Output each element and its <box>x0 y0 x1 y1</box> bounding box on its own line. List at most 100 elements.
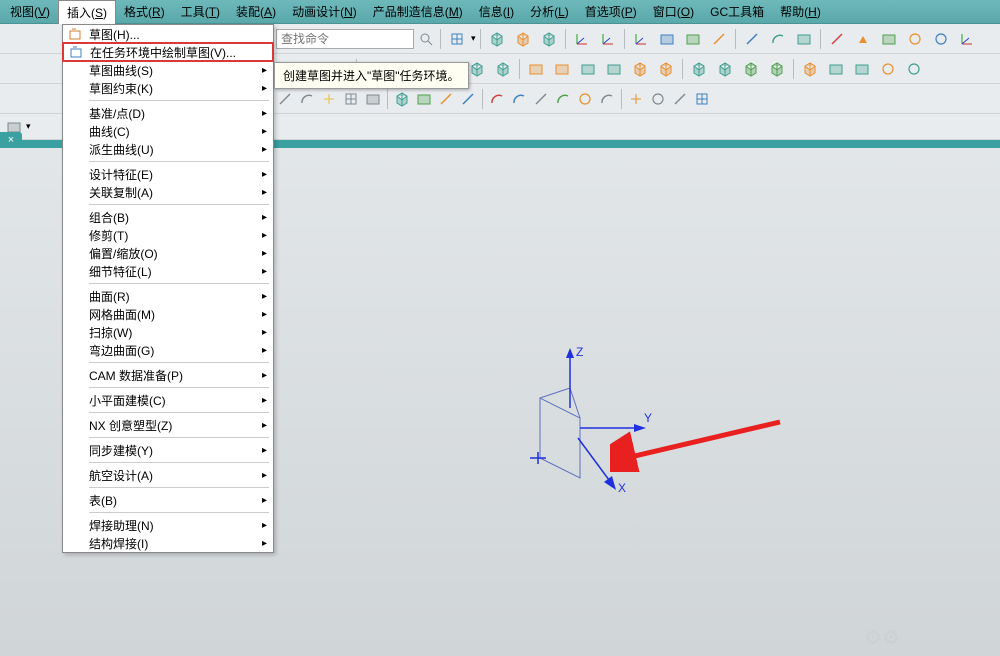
tb-solid-28[interactable] <box>876 57 900 81</box>
menu-item-3[interactable]: 草图约束(K)▸ <box>63 79 273 97</box>
tb-solid-20[interactable] <box>687 57 711 81</box>
tb-dim3[interactable] <box>792 27 816 51</box>
menu-insert[interactable]: 插入(S) <box>58 0 116 24</box>
tb-edit-12[interactable] <box>458 89 478 109</box>
tb-solid-21[interactable] <box>713 57 737 81</box>
tb-solid-29[interactable] <box>902 57 926 81</box>
menu-item-6[interactable]: 曲线(C)▸ <box>63 122 273 140</box>
tb-edit-4[interactable] <box>297 89 317 109</box>
tb-solid-10[interactable] <box>465 57 489 81</box>
tb-solid-18[interactable] <box>654 57 678 81</box>
tb-edit-15[interactable] <box>509 89 529 109</box>
tb-solid-14[interactable] <box>550 57 574 81</box>
tb-m6[interactable] <box>955 27 979 51</box>
menu-item-13[interactable]: 修剪(T)▸ <box>63 226 273 244</box>
tb-a3[interactable] <box>681 27 705 51</box>
search-go[interactable] <box>416 29 436 49</box>
menu-item-1[interactable]: 在任务环境中绘制草图(V)... <box>62 42 274 62</box>
menu-assembly[interactable]: 装配(A) <box>228 0 284 23</box>
command-search[interactable] <box>276 29 414 49</box>
tb-edit-18[interactable] <box>575 89 595 109</box>
menu-item-34[interactable]: 焊接助理(N)▸ <box>63 516 273 534</box>
tb-edit-9[interactable] <box>392 89 412 109</box>
menu-pmi[interactable]: 产品制造信息(M) <box>365 0 471 23</box>
tb-edit-10[interactable] <box>414 89 434 109</box>
tb-solid-25[interactable] <box>798 57 822 81</box>
tb-edit-5[interactable] <box>319 89 339 109</box>
menu-item-24[interactable]: 小平面建模(C)▸ <box>63 391 273 409</box>
tb-assy1[interactable] <box>511 27 535 51</box>
menu-tools[interactable]: 工具(T) <box>173 0 228 23</box>
tb-edit-6[interactable] <box>341 89 361 109</box>
tb-solid-16[interactable] <box>602 57 626 81</box>
tb-m4[interactable] <box>903 27 927 51</box>
menu-item-17[interactable]: 曲面(R)▸ <box>63 287 273 305</box>
tb-assy2[interactable] <box>537 27 561 51</box>
menu-format[interactable]: 格式(R) <box>116 0 173 23</box>
menu-item-15[interactable]: 细节特征(L)▸ <box>63 262 273 280</box>
menu-help[interactable]: 帮助(H) <box>772 0 829 23</box>
tb-move[interactable] <box>570 27 594 51</box>
tb-edit-21[interactable] <box>626 89 646 109</box>
tb-solid-23[interactable] <box>765 57 789 81</box>
menu-item-7[interactable]: 派生曲线(U)▸ <box>63 140 273 158</box>
menu-item-icon <box>67 368 85 382</box>
menu-gctoolbox[interactable]: GC工具箱 <box>702 0 772 23</box>
tb-edit-3[interactable] <box>275 89 295 109</box>
tb-solid-22[interactable] <box>739 57 763 81</box>
menu-animation[interactable]: 动画设计(N) <box>284 0 365 23</box>
tb-solid-11[interactable] <box>491 57 515 81</box>
tb-dim2[interactable] <box>766 27 790 51</box>
menu-item-20[interactable]: 弯边曲面(G)▸ <box>63 341 273 359</box>
menu-item-label: 曲线(C) <box>89 123 262 140</box>
tb-a4[interactable] <box>707 27 731 51</box>
menu-item-22[interactable]: CAM 数据准备(P)▸ <box>63 366 273 384</box>
tb-edit-17[interactable] <box>553 89 573 109</box>
menu-item-12[interactable]: 组合(B)▸ <box>63 208 273 226</box>
submenu-arrow-icon: ▸ <box>262 65 267 76</box>
menu-item-label: NX 创意塑型(Z) <box>89 417 262 434</box>
tb-m2[interactable] <box>851 27 875 51</box>
menu-item-5[interactable]: 基准/点(D)▸ <box>63 104 273 122</box>
tb-a1[interactable] <box>629 27 653 51</box>
menu-item-2[interactable]: 草图曲线(S)▸ <box>63 61 273 79</box>
tb-edit-19[interactable] <box>597 89 617 109</box>
menu-view[interactable]: 视图(V) <box>2 0 58 23</box>
menu-item-30[interactable]: 航空设计(A)▸ <box>63 466 273 484</box>
left-tab-close[interactable]: × <box>0 132 22 148</box>
menu-item-9[interactable]: 设计特征(E)▸ <box>63 165 273 183</box>
tb-solid-17[interactable] <box>628 57 652 81</box>
tb-m5[interactable] <box>929 27 953 51</box>
menu-info[interactable]: 信息(I) <box>471 0 522 23</box>
menu-analysis[interactable]: 分析(L) <box>522 0 577 23</box>
tb-m3[interactable] <box>877 27 901 51</box>
menu-item-35[interactable]: 结构焊接(I)▸ <box>63 534 273 552</box>
menu-item-28[interactable]: 同步建模(Y)▸ <box>63 441 273 459</box>
menu-item-0[interactable]: 草图(H)... <box>63 25 273 43</box>
tb-edit-14[interactable] <box>487 89 507 109</box>
tb-solid-15[interactable] <box>576 57 600 81</box>
tb-a2[interactable] <box>655 27 679 51</box>
tb-solid-26[interactable] <box>824 57 848 81</box>
tb-edit-22[interactable] <box>648 89 668 109</box>
tb-edit-23[interactable] <box>670 89 690 109</box>
tb-edit-24[interactable] <box>692 89 712 109</box>
tb-layers[interactable] <box>445 27 469 51</box>
tb-dim1[interactable] <box>740 27 764 51</box>
tb-solid-13[interactable] <box>524 57 548 81</box>
tb-solid-27[interactable] <box>850 57 874 81</box>
menu-item-14[interactable]: 偏置/缩放(O)▸ <box>63 244 273 262</box>
menu-item-10[interactable]: 关联复制(A)▸ <box>63 183 273 201</box>
tb-rot[interactable] <box>596 27 620 51</box>
menu-item-19[interactable]: 扫掠(W)▸ <box>63 323 273 341</box>
menu-item-18[interactable]: 网格曲面(M)▸ <box>63 305 273 323</box>
tb-edit-16[interactable] <box>531 89 551 109</box>
tb-edit-7[interactable] <box>363 89 383 109</box>
menu-item-26[interactable]: NX 创意塑型(Z)▸ <box>63 416 273 434</box>
menu-item-32[interactable]: 表(B)▸ <box>63 491 273 509</box>
tb-wcs[interactable] <box>485 27 509 51</box>
menu-window[interactable]: 窗口(O) <box>645 0 702 23</box>
tb-edit-11[interactable] <box>436 89 456 109</box>
tb-m1[interactable] <box>825 27 849 51</box>
menu-preferences[interactable]: 首选项(P) <box>577 0 645 23</box>
